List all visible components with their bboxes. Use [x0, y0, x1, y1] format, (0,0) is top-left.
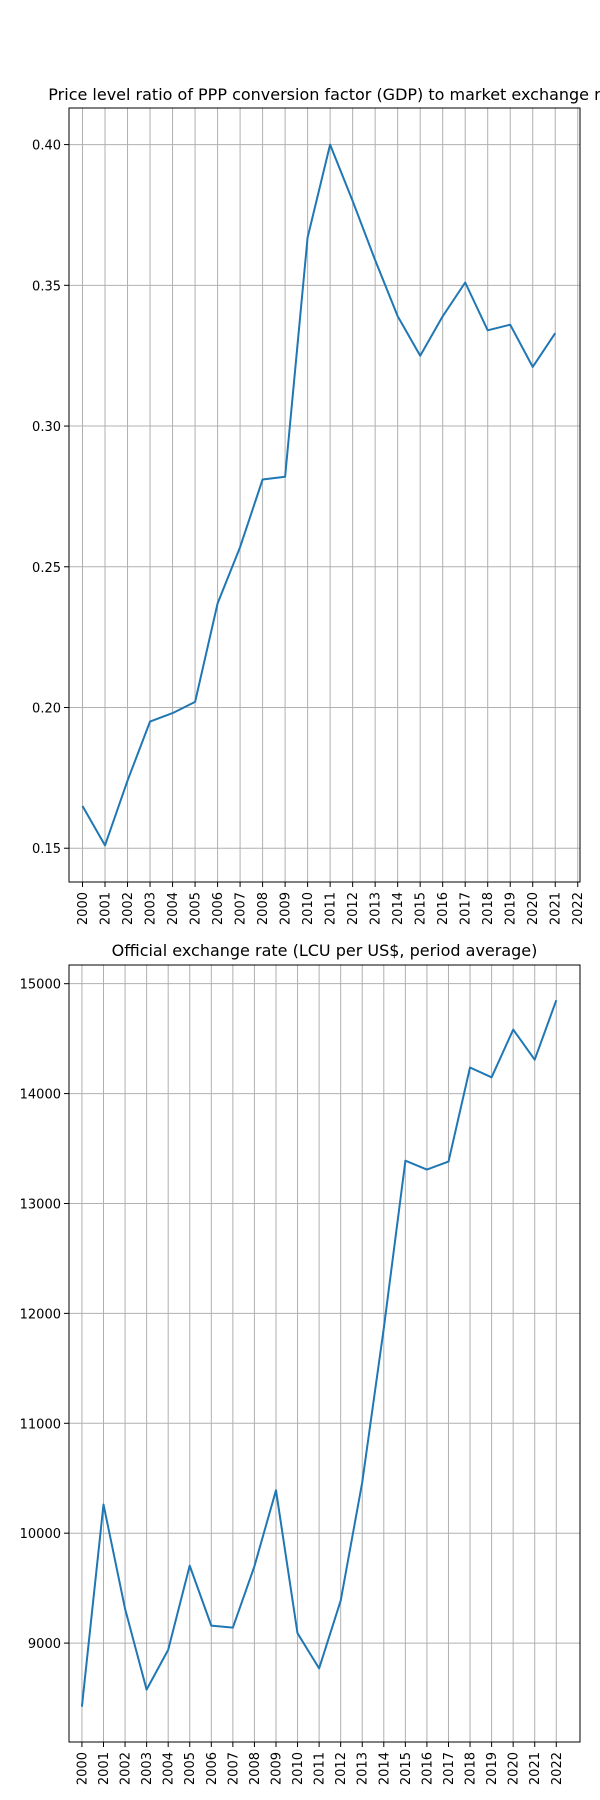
x-tick-label: 2020	[526, 892, 541, 925]
x-tick-label: 2012	[346, 892, 361, 925]
x-tick-label: 2017	[442, 1752, 457, 1785]
y-tick-label: 0.35	[32, 279, 61, 294]
x-tick-label: 2016	[420, 1752, 435, 1785]
y-tick-label: 13000	[20, 1197, 61, 1212]
y-tick-label: 12000	[20, 1307, 61, 1322]
x-tick-label: 2016	[436, 892, 451, 925]
x-tick-label: 2000	[75, 1752, 90, 1785]
y-tick-label: 0.30	[32, 420, 61, 435]
x-tick-label: 2008	[256, 892, 271, 925]
x-tick-label: 2022	[550, 1752, 565, 1785]
x-tick-label: 2000	[76, 892, 91, 925]
x-tick-label: 2014	[377, 1752, 392, 1785]
y-tick-label: 0.25	[32, 561, 61, 576]
y-tick-label: 0.15	[32, 842, 61, 857]
plot-frame	[68, 107, 581, 883]
official-exchange-rate-chart: Official exchange rate (LCU per US$, per…	[20, 941, 581, 1785]
x-tick-label: 2002	[121, 892, 136, 925]
x-tick-label: 2003	[144, 892, 159, 925]
x-tick-label: 2019	[504, 892, 519, 925]
x-tick-label: 2011	[313, 1752, 328, 1785]
x-tick-label: 2012	[334, 1752, 349, 1785]
x-tick-label: 2018	[481, 892, 496, 925]
x-tick-label: 2007	[226, 1752, 241, 1785]
x-tick-label: 2003	[140, 1752, 155, 1785]
x-tick-label: 2005	[183, 1752, 198, 1785]
x-tick-label: 2004	[162, 1752, 177, 1785]
x-tick-label: 2015	[399, 1752, 414, 1785]
x-tick-label: 2018	[464, 1752, 479, 1785]
series-line	[80, 999, 558, 1707]
plot-frame	[68, 964, 581, 1743]
y-tick-label: 14000	[20, 1088, 61, 1103]
x-tick-label: 2010	[291, 1752, 306, 1785]
x-tick-label: 2020	[507, 1752, 522, 1785]
x-tick-label: 2002	[119, 1752, 134, 1785]
x-tick-label: 2015	[414, 892, 429, 925]
x-tick-label: 2017	[459, 892, 474, 925]
x-tick-label: 2001	[99, 892, 114, 925]
x-tick-label: 2022	[571, 892, 586, 925]
x-tick-label: 2010	[301, 892, 316, 925]
series-line	[81, 143, 557, 847]
x-tick-label: 2019	[485, 1752, 500, 1785]
y-tick-label: 0.40	[32, 139, 61, 154]
x-tick-label: 2014	[391, 892, 406, 925]
x-tick-label: 2001	[97, 1752, 112, 1785]
y-tick-label: 15000	[20, 978, 61, 993]
x-tick-label: 2007	[234, 892, 249, 925]
x-tick-label: 2021	[549, 892, 564, 925]
y-tick-label: 9000	[28, 1637, 61, 1652]
x-tick-label: 2006	[211, 892, 226, 925]
x-tick-label: 2009	[269, 1752, 284, 1785]
x-tick-label: 2008	[248, 1752, 263, 1785]
x-tick-label: 2021	[528, 1752, 543, 1785]
x-tick-label: 2005	[189, 892, 204, 925]
y-tick-label: 11000	[20, 1417, 61, 1432]
x-tick-label: 2006	[205, 1752, 220, 1785]
chart-title: Official exchange rate (LCU per US$, per…	[112, 941, 538, 960]
price-level-ratio-chart: Price level ratio of PPP conversion fact…	[32, 85, 600, 925]
x-tick-label: 2013	[356, 1752, 371, 1785]
x-tick-label: 2009	[279, 892, 294, 925]
chart-title: Price level ratio of PPP conversion fact…	[48, 85, 600, 104]
y-tick-label: 10000	[20, 1527, 61, 1542]
y-tick-label: 0.20	[32, 701, 61, 716]
x-tick-label: 2013	[369, 892, 384, 925]
x-tick-label: 2004	[166, 892, 181, 925]
x-tick-label: 2011	[324, 892, 339, 925]
